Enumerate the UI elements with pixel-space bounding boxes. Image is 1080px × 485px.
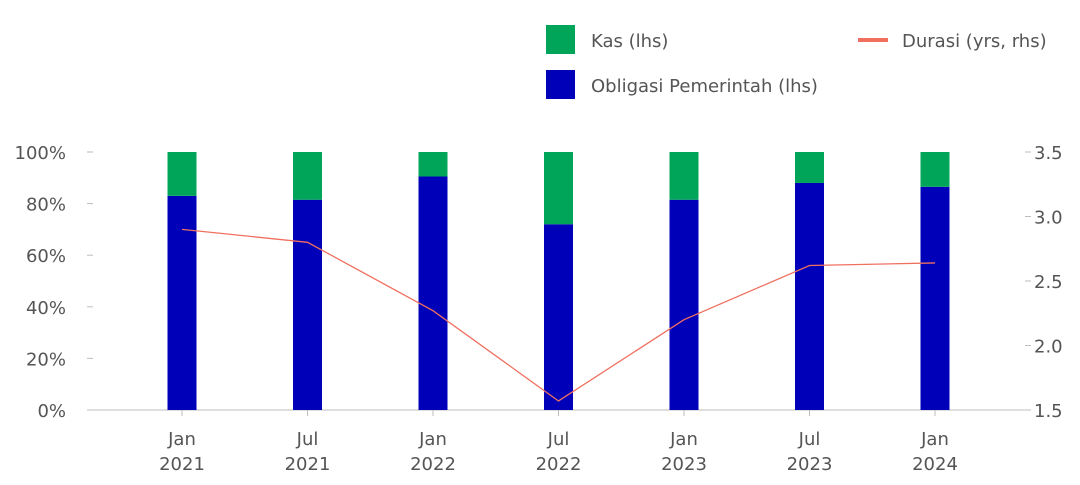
bar-kas — [418, 152, 448, 177]
x-tick-label-month: Jul — [547, 429, 570, 450]
bar-obligasi — [795, 182, 824, 410]
right-tick-label: 2.0 — [1034, 337, 1063, 358]
x-tick-label-month: Jan — [920, 429, 949, 450]
left-tick-label: 100% — [15, 143, 66, 164]
bar-obligasi — [293, 199, 322, 410]
bars — [167, 152, 950, 410]
bar-kas — [795, 152, 824, 183]
right-tick-label: 1.5 — [1034, 401, 1063, 422]
x-tick-label-month: Jan — [669, 429, 698, 450]
x-tick-label-month: Jul — [798, 429, 821, 450]
x-tick-label-month: Jan — [418, 429, 447, 450]
duration-line — [181, 228, 936, 402]
x-tick-label-month: Jan — [167, 429, 196, 450]
left-tick-label: 60% — [26, 246, 66, 267]
x-tick-label-year: 2022 — [410, 454, 456, 475]
x-tick-label-year: 2024 — [912, 454, 958, 475]
legend-label: Kas (lhs) — [591, 31, 668, 52]
legend: Kas (lhs) Obligasi Pemerintah (lhs) Durasi… — [546, 25, 1047, 99]
x-tick-label-month: Jul — [296, 429, 319, 450]
bar-obligasi — [418, 176, 448, 410]
legend-label: Obligasi Pemerintah (lhs) — [591, 76, 818, 97]
right-tick-label: 3.5 — [1034, 143, 1063, 164]
bar-kas — [544, 152, 573, 225]
bar-obligasi — [669, 199, 699, 410]
bar-kas — [167, 152, 197, 196]
bar-kas — [293, 152, 322, 200]
durasi-line — [181, 228, 936, 402]
right-tick-label: 2.5 — [1034, 272, 1063, 293]
x-tick-label-year: 2023 — [787, 454, 833, 475]
x-tick-label-year: 2022 — [536, 454, 582, 475]
legend-swatch — [546, 25, 575, 54]
bar-obligasi — [544, 224, 573, 410]
left-tick-label: 20% — [26, 349, 66, 370]
x-axis-labels: Jan 2021 Jul 2021 Jan 2022 Jul 2022 Jan 2023 Jul 20… — [159, 410, 958, 475]
left-tick-label: 40% — [26, 298, 66, 319]
bar-obligasi — [167, 195, 197, 410]
left-tick-label: 0% — [37, 401, 66, 422]
bar-kas — [669, 152, 699, 200]
right-tick-label: 3.0 — [1034, 208, 1063, 229]
x-tick-label-year: 2021 — [285, 454, 331, 475]
bar-kas — [920, 152, 950, 187]
bar-obligasi — [920, 186, 950, 410]
x-tick-label-year: 2023 — [661, 454, 707, 475]
axes: 0% 20% 40% 60% 80% 100% 1.5 2.0 2.5 3.0 3.5 — [15, 143, 1063, 422]
left-tick-label: 80% — [26, 195, 66, 216]
x-tick-label-year: 2021 — [159, 454, 205, 475]
legend-swatch — [546, 70, 575, 99]
legend-label: Durasi (yrs, rhs) — [902, 31, 1047, 52]
